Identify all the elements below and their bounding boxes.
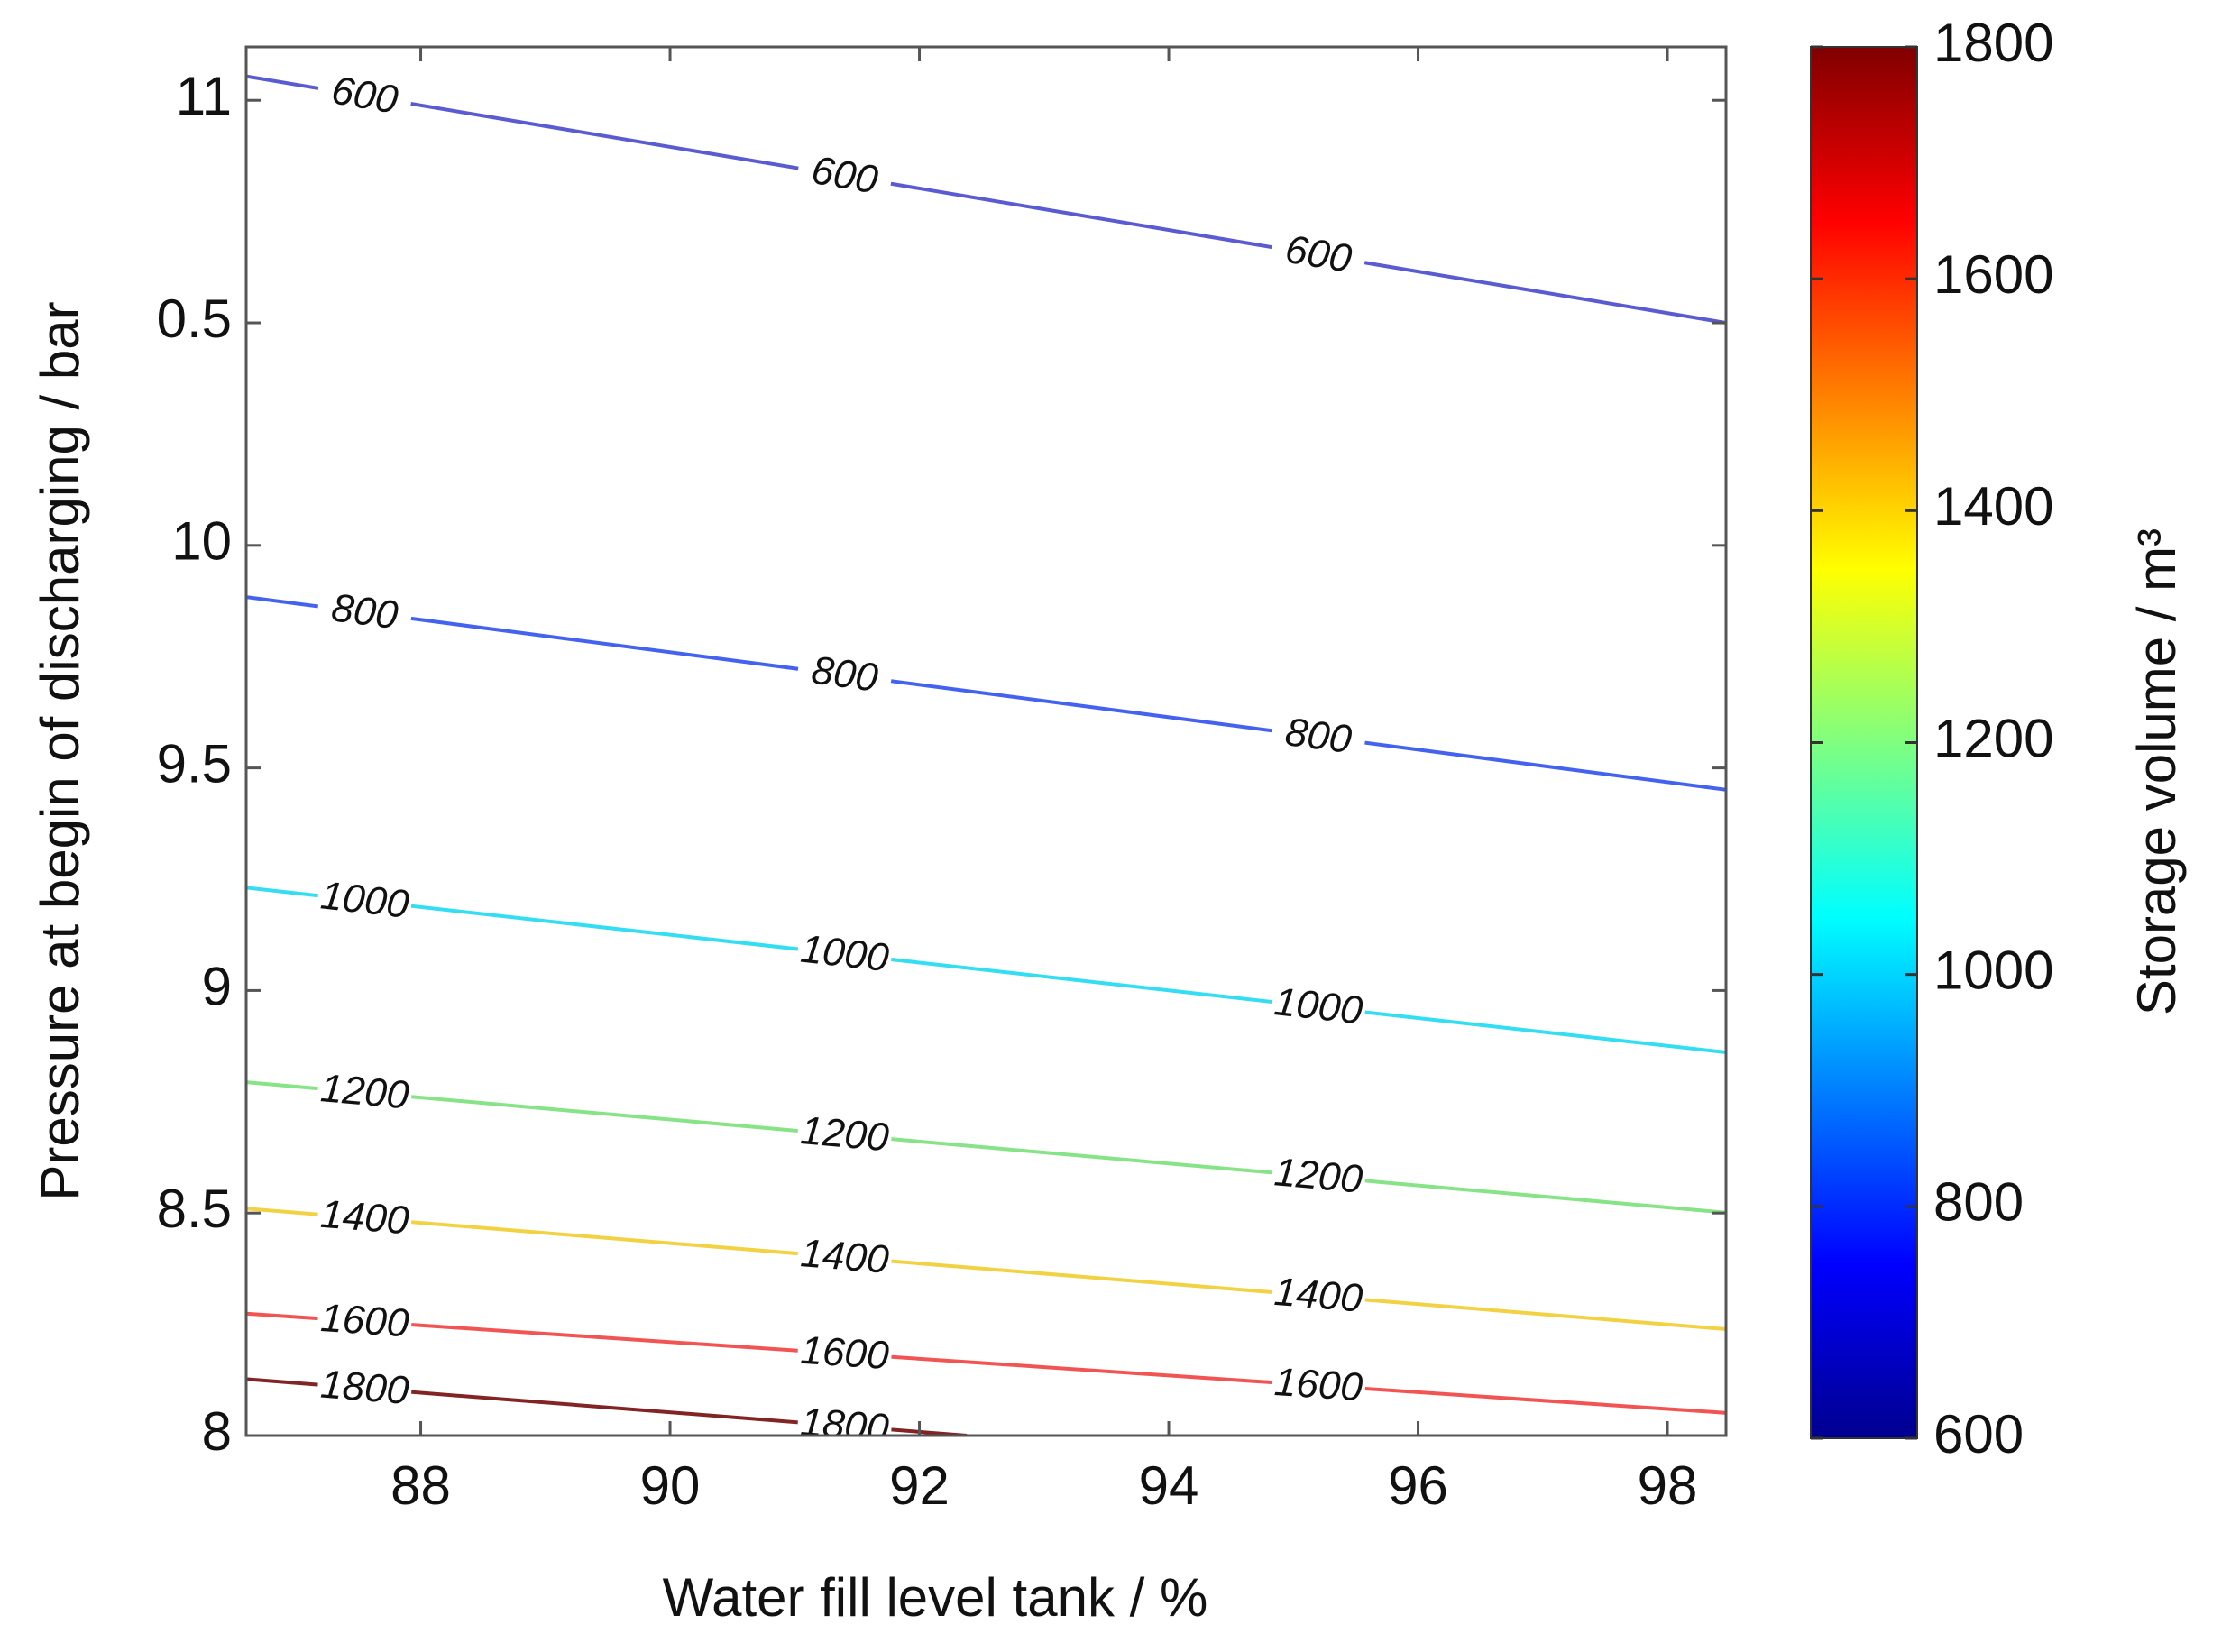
contour-label-group: 600 xyxy=(1268,225,1369,284)
x-tick-label: 98 xyxy=(1638,1455,1698,1516)
colorbar-tick-label: 1200 xyxy=(1933,708,2053,768)
contour-label-bg xyxy=(794,146,895,206)
x-tick-label: 96 xyxy=(1388,1455,1448,1516)
contour-line xyxy=(246,74,1726,325)
contour-label-group: 800 xyxy=(794,647,895,703)
contour-label-group: 1200 xyxy=(795,1108,894,1161)
contour-group: 600 600 600 800 800 800 1000 1000 1000 1200 1200 12… xyxy=(246,67,1726,1451)
contour-line xyxy=(246,886,1726,1055)
contour-label: 1000 xyxy=(798,927,891,981)
contour-label: 1200 xyxy=(319,1066,411,1117)
contour-label-group: 1000 xyxy=(1269,979,1368,1034)
y-tick-label: 8.5 xyxy=(157,1179,232,1239)
colorbar-tick-label: 600 xyxy=(1933,1404,2024,1464)
contour-label-group: 600 xyxy=(794,146,895,206)
contour-label-group: 1600 xyxy=(1270,1360,1367,1410)
contour-label-bg xyxy=(795,1232,894,1283)
contour-label: 1200 xyxy=(799,1108,891,1160)
contour-label-group: 600 xyxy=(315,67,415,125)
contour-label: 1000 xyxy=(1272,979,1365,1033)
contour-label-bg xyxy=(315,67,415,125)
colorbar-tick-label: 1800 xyxy=(1933,13,2053,73)
y-tick-label: 9.5 xyxy=(157,733,232,794)
contour-label-group: 1400 xyxy=(316,1192,414,1244)
contour-label: 800 xyxy=(329,585,401,638)
contour-label: 600 xyxy=(1282,227,1355,281)
contour-label-group: 1800 xyxy=(316,1362,414,1414)
y-tick-label: 0.5 xyxy=(157,289,232,349)
contour-label-bg xyxy=(795,927,894,981)
contour-label-bg xyxy=(315,874,414,928)
contour-label-bg xyxy=(316,1297,413,1346)
y-tick-label: 9 xyxy=(202,956,232,1016)
y-tick-label: 11 xyxy=(176,66,232,126)
contour-line xyxy=(246,1311,1726,1415)
contour-label-bg xyxy=(316,1192,414,1244)
contour-label-bg xyxy=(794,647,895,703)
contour-label-group: 1000 xyxy=(315,873,414,928)
contour-label: 1200 xyxy=(1272,1150,1364,1201)
contour-label-group: 1200 xyxy=(1270,1150,1367,1203)
contour-line xyxy=(246,1207,1726,1332)
contour-line xyxy=(246,595,1726,792)
contour-label-bg xyxy=(315,584,414,640)
contour-label-group: 1600 xyxy=(316,1296,413,1346)
colorbar-tick-label: 800 xyxy=(1933,1172,2024,1233)
contour-label-group: 1400 xyxy=(795,1231,894,1283)
contour-line xyxy=(246,1080,1726,1215)
contour-label: 1600 xyxy=(799,1328,890,1378)
contour-label-group: 1600 xyxy=(796,1328,894,1379)
contour-label-group: 1800 xyxy=(795,1400,894,1451)
contour-label-bg xyxy=(1270,1271,1367,1322)
contour-label-group: 800 xyxy=(1269,709,1368,765)
contour-label: 1400 xyxy=(319,1192,411,1244)
contour-label-group: 1000 xyxy=(795,927,894,981)
contour-label: 1400 xyxy=(1272,1270,1364,1321)
x-tick-label: 90 xyxy=(640,1455,701,1516)
colorbar xyxy=(1810,46,1918,1439)
colorbar-tick-label: 1600 xyxy=(1933,244,2053,305)
contour-label: 800 xyxy=(1282,710,1354,762)
x-axis-title: Water fill level tank / % xyxy=(663,1567,1208,1628)
contour-label-bg xyxy=(1270,1361,1367,1410)
colorbar-title: Storage volume / m³ xyxy=(2126,528,2187,1015)
contour-label-bg xyxy=(795,1109,894,1161)
x-tick-label: 88 xyxy=(390,1455,451,1516)
colorbar-tick-label: 1000 xyxy=(1933,941,2053,1001)
contour-label-bg xyxy=(316,1067,414,1119)
contour-label: 1600 xyxy=(319,1296,410,1345)
contour-label: 1800 xyxy=(319,1362,411,1413)
contour-label-group: 1200 xyxy=(316,1066,414,1119)
x-tick-label: 94 xyxy=(1139,1455,1199,1516)
contour-label: 800 xyxy=(809,648,881,701)
y-tick-label: 8 xyxy=(202,1401,232,1462)
contour-label-group: 800 xyxy=(315,584,414,640)
y-axis-title: Pressure at begin of discharging / bar xyxy=(30,301,90,1200)
contour-label-bg xyxy=(795,1400,894,1436)
y-tick-label: 10 xyxy=(171,511,232,572)
contour-label: 1000 xyxy=(318,873,411,927)
contour-label-bg xyxy=(1269,709,1368,765)
contour-label-bg xyxy=(316,1363,414,1414)
colorbar-tick-label: 1400 xyxy=(1933,476,2053,537)
contour-label-group: 1400 xyxy=(1270,1270,1367,1322)
plot-frame xyxy=(244,45,1728,1437)
contour-label-bg xyxy=(1268,225,1369,284)
x-tick-label: 92 xyxy=(889,1455,950,1516)
contour-label-bg xyxy=(1269,980,1368,1034)
contour-label-bg xyxy=(796,1328,894,1379)
contour-label: 1400 xyxy=(799,1231,891,1282)
contour-label: 1600 xyxy=(1273,1360,1364,1409)
contour-label: 600 xyxy=(328,68,401,122)
contour-label-bg xyxy=(1270,1151,1367,1203)
contour-label: 600 xyxy=(808,148,881,202)
contour-label: 1800 xyxy=(799,1400,891,1451)
